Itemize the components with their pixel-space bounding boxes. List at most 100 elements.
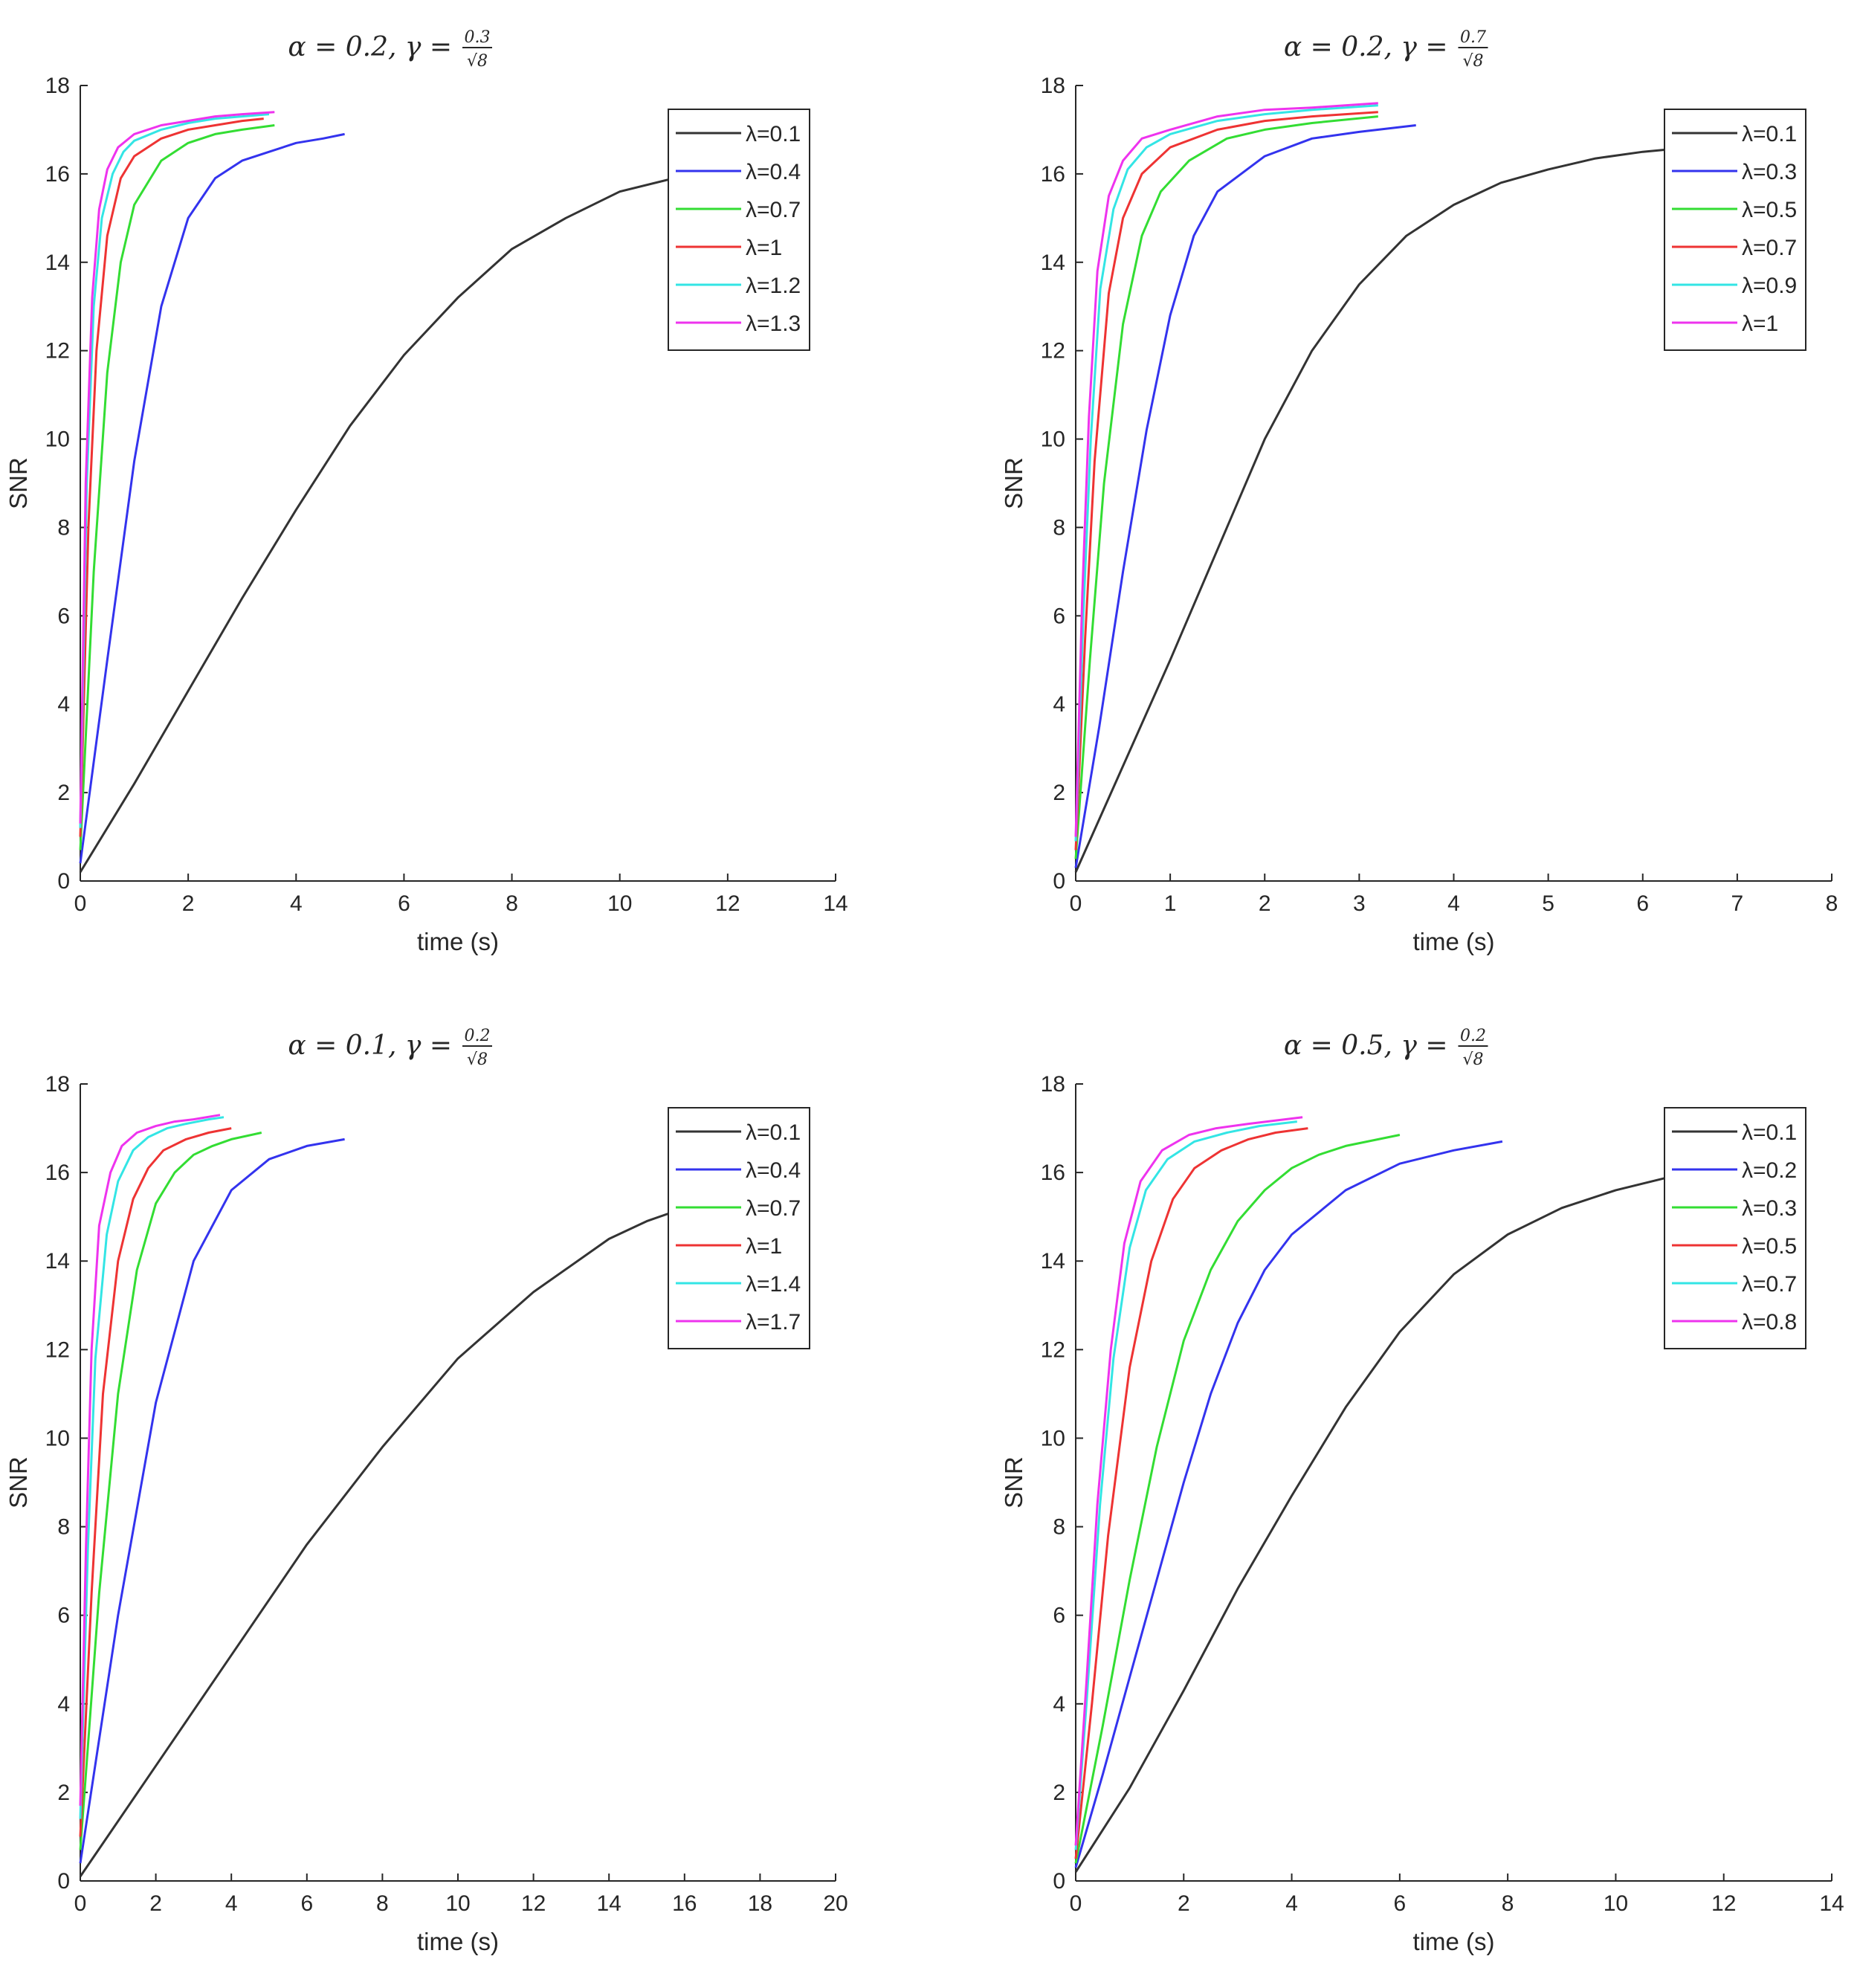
series-line-6 xyxy=(79,111,275,824)
y-tick-label: 16 xyxy=(1041,162,1065,187)
x-tick-label: 3 xyxy=(1353,891,1366,916)
legend-label: λ=0.5 xyxy=(1742,1234,1797,1259)
legend-label: λ=0.3 xyxy=(1742,1196,1797,1221)
x-tick-label: 6 xyxy=(300,1891,313,1916)
chart-title: α = 0.2, γ = 0.7 √8 xyxy=(1284,28,1488,71)
y-tick-label: 6 xyxy=(57,604,70,628)
y-tick-label: 0 xyxy=(57,1869,70,1894)
series-line-3 xyxy=(1074,115,1378,859)
x-tick-label: 14 xyxy=(597,1891,621,1916)
legend-label: λ=0.2 xyxy=(1742,1158,1797,1183)
legend-label: λ=1 xyxy=(1742,312,1778,336)
legend-label: λ=0.4 xyxy=(746,1158,801,1183)
title-alpha-part: α = 0.1, γ = xyxy=(288,1030,452,1061)
x-tick-label: 8 xyxy=(1502,1891,1514,1916)
title-gamma-numerator: 0.3 xyxy=(465,28,491,47)
x-tick-label: 2 xyxy=(1259,891,1271,916)
y-tick-label: 12 xyxy=(45,339,70,364)
chart-title: α = 0.2, γ = 0.3 √8 xyxy=(288,28,492,71)
series-line-5 xyxy=(79,1116,225,1819)
y-tick-label: 0 xyxy=(57,869,70,894)
x-axis-label: time (s) xyxy=(417,1928,499,1955)
y-tick-label: 4 xyxy=(1053,1692,1065,1717)
legend-label: λ=0.1 xyxy=(1742,122,1797,146)
x-tick-label: 2 xyxy=(182,891,195,916)
series-line-2 xyxy=(79,132,345,864)
legend-label: λ=0.8 xyxy=(1742,1310,1797,1335)
legend-label: λ=0.7 xyxy=(1742,1272,1797,1297)
legend-label: λ=0.7 xyxy=(746,1196,801,1221)
series-line-5 xyxy=(1074,104,1378,842)
y-tick-label: 14 xyxy=(45,1249,70,1274)
y-tick-label: 10 xyxy=(45,427,70,452)
legend-label: λ=0.3 xyxy=(1742,160,1797,184)
subplot-4: 0 2 4 6 8 10 12 14 0 2 4 6 8 10 12 14 16 18 time (s) SNR α =… xyxy=(1000,1027,1844,1955)
y-tick-label: 4 xyxy=(57,692,70,717)
y-axis-label: SNR xyxy=(1000,457,1027,509)
y-tick-label: 10 xyxy=(1041,1426,1065,1450)
series-line-2 xyxy=(1074,124,1416,868)
y-tick-label: 16 xyxy=(45,1161,70,1185)
x-tick-label: 2 xyxy=(149,1891,162,1916)
legend: λ=0.1 λ=0.4 λ=0.7 λ=1 λ=1.4 λ=1.7 xyxy=(668,1107,810,1349)
y-tick-label: 8 xyxy=(1053,515,1065,540)
y-tick-label: 18 xyxy=(45,1072,70,1097)
title-alpha-part: α = 0.2, γ = xyxy=(1284,32,1448,62)
y-tick-label: 6 xyxy=(1053,604,1065,628)
x-tick-label: 20 xyxy=(823,1891,847,1916)
x-tick-label: 14 xyxy=(1819,1891,1844,1916)
y-tick-label: 8 xyxy=(57,515,70,540)
y-tick-label: 10 xyxy=(45,1426,70,1450)
x-tick-label: 8 xyxy=(1826,891,1838,916)
y-tick-label: 14 xyxy=(1041,251,1065,275)
y-tick-label: 4 xyxy=(57,1692,70,1717)
x-axis-label: time (s) xyxy=(417,928,499,955)
title-alpha-part: α = 0.5, γ = xyxy=(1284,1030,1448,1061)
y-tick-label: 0 xyxy=(1053,869,1065,894)
title-gamma-numerator: 0.2 xyxy=(1460,1027,1486,1045)
subplot-1: 0 2 4 6 8 10 12 14 0 2 4 6 8 10 12 14 16 18 time (s) SNR α =… xyxy=(4,28,848,955)
legend-label: λ=1.7 xyxy=(746,1310,801,1335)
x-tick-label: 1 xyxy=(1164,891,1177,916)
x-tick-label: 0 xyxy=(1070,1891,1082,1916)
x-axis-label: time (s) xyxy=(1413,1928,1495,1955)
y-tick-label: 0 xyxy=(1053,1869,1065,1894)
x-tick-label: 10 xyxy=(607,891,632,916)
legend-box xyxy=(668,109,810,351)
legend-label: λ=0.5 xyxy=(1742,198,1797,222)
y-tick-label: 2 xyxy=(57,1781,70,1805)
y-tick-label: 16 xyxy=(1041,1161,1065,1185)
series-line-4 xyxy=(1074,111,1378,851)
legend-label: λ=0.1 xyxy=(746,122,801,146)
y-tick-label: 8 xyxy=(1053,1515,1065,1540)
x-tick-label: 4 xyxy=(1285,1891,1298,1916)
subplot-3: 0 2 4 6 8 10 12 14 16 18 20 0 2 4 6 8 10 12 14 16 18 time (s)… xyxy=(4,1027,848,1955)
y-tick-label: 10 xyxy=(1041,427,1065,452)
x-tick-label: 4 xyxy=(1447,891,1460,916)
legend-label: λ=0.1 xyxy=(1742,1120,1797,1145)
chart-title: α = 0.5, γ = 0.2 √8 xyxy=(1284,1027,1488,1069)
x-tick-label: 7 xyxy=(1731,891,1744,916)
y-tick-label: 14 xyxy=(1041,1249,1065,1274)
x-tick-label: 6 xyxy=(1636,891,1649,916)
y-tick-label: 12 xyxy=(1041,1337,1065,1362)
x-tick-label: 16 xyxy=(672,1891,697,1916)
title-gamma-denominator: √8 xyxy=(467,52,488,71)
x-tick-label: 10 xyxy=(445,1891,470,1916)
y-tick-label: 6 xyxy=(1053,1604,1065,1628)
series-line-2 xyxy=(1074,1140,1503,1868)
x-tick-label: 12 xyxy=(715,891,740,916)
y-tick-label: 4 xyxy=(1053,692,1065,717)
series-line-1 xyxy=(1074,143,1719,873)
legend-label: λ=0.7 xyxy=(1742,236,1797,260)
title-gamma-numerator: 0.2 xyxy=(465,1027,491,1045)
y-tick-label: 2 xyxy=(1053,1781,1065,1805)
series-line-3 xyxy=(79,124,275,851)
x-tick-label: 0 xyxy=(74,1891,87,1916)
x-tick-label: 12 xyxy=(1711,1891,1736,1916)
series-line-1 xyxy=(79,1200,704,1877)
y-tick-label: 18 xyxy=(45,74,70,98)
title-gamma-numerator: 0.7 xyxy=(1460,28,1486,47)
